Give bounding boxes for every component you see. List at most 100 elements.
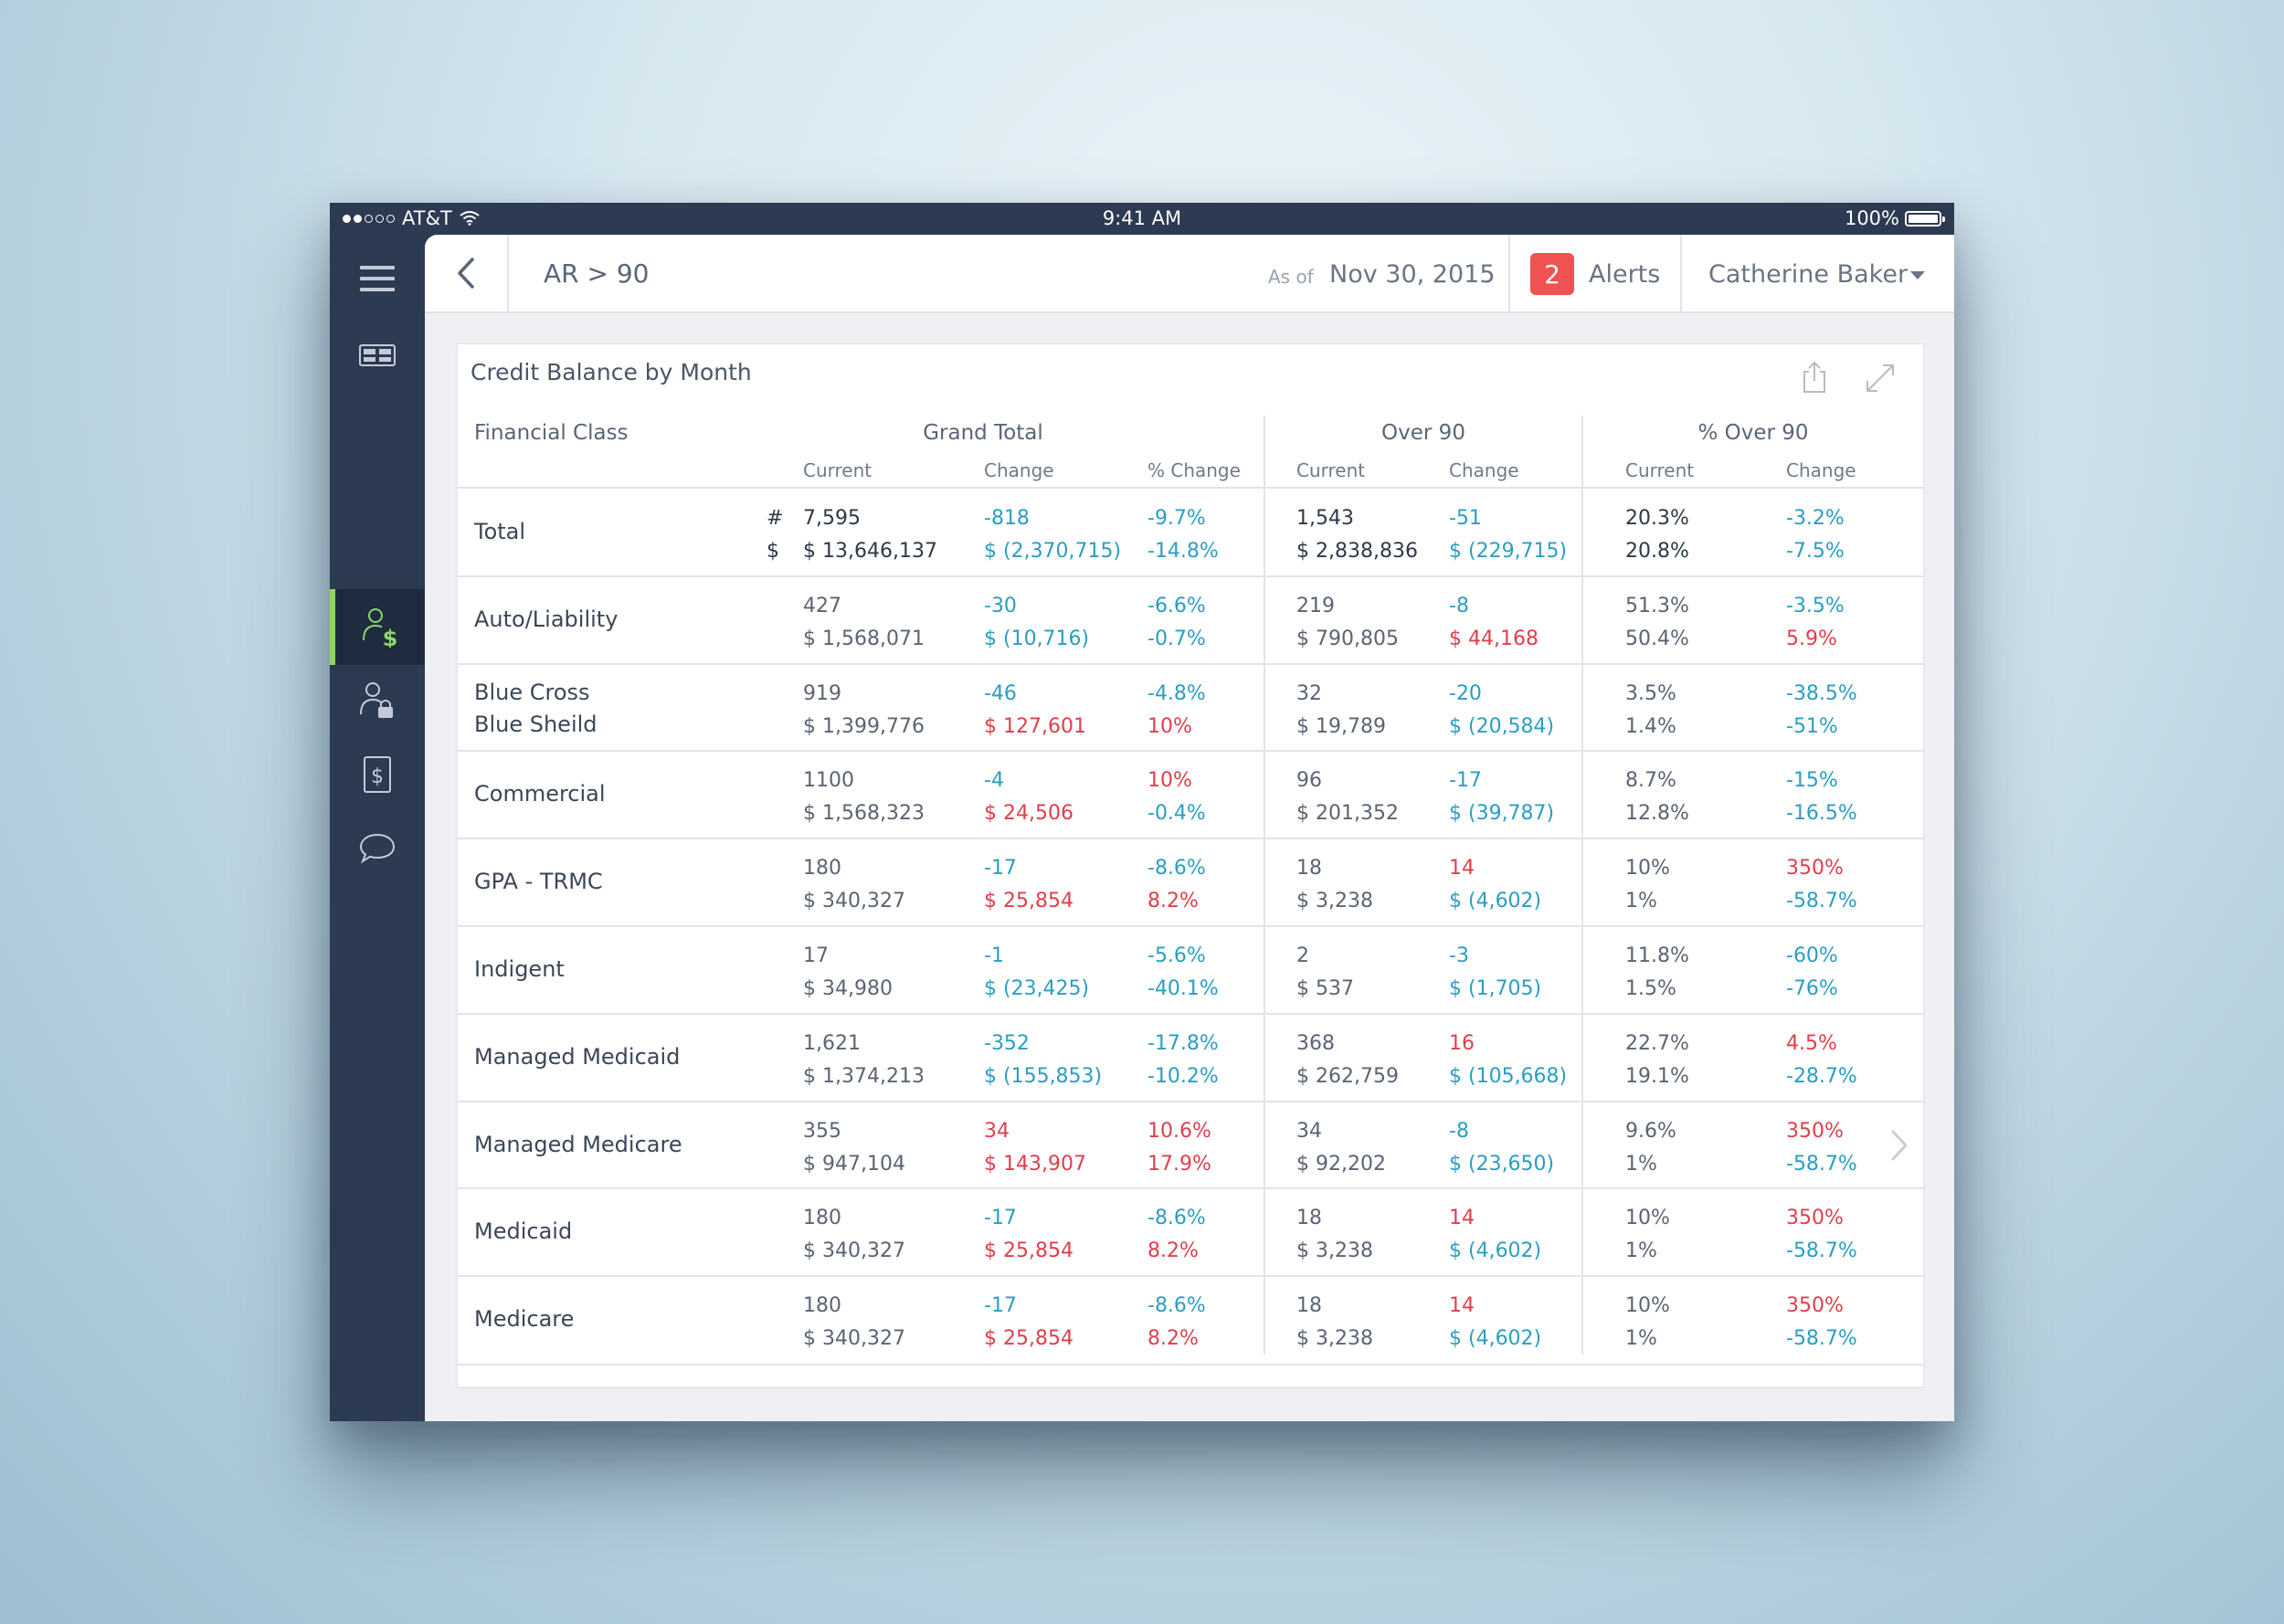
pct-over-90-header: % Over 90 (1697, 421, 1809, 445)
sidebar-item-messages[interactable] (330, 812, 425, 885)
sidebar-item-ar-active[interactable]: $ (330, 589, 425, 665)
row-financial-class: Managed Medicare (474, 1131, 682, 1157)
table-row[interactable]: Blue Cross Blue Sheild 919 $ 1,399,776 -46 $ … (458, 664, 1923, 752)
status-right: 100% (1845, 207, 1945, 229)
cell-gt-current-count: 180 (803, 857, 841, 881)
cell-p-change-count: -3.2% (1786, 507, 1845, 530)
row-divider (458, 925, 1923, 927)
cell-o90-current-amount: $ 92,202 (1296, 1152, 1386, 1176)
cell-p-current-amount: 1% (1625, 890, 1657, 913)
cell-o90-change-amount: $ (4,602) (1449, 1327, 1542, 1351)
alerts-button[interactable]: 2 Alerts (1508, 235, 1682, 311)
cell-gt-pct-amount: 17.9% (1147, 1152, 1211, 1176)
cell-gt-pct-count: -17.8% (1147, 1031, 1219, 1055)
user-dollar-icon: $ (363, 607, 398, 648)
cell-gt-pct-count: -9.7% (1147, 507, 1206, 530)
cell-gt-change-count: -46 (984, 681, 1017, 705)
cell-p-change-amount: -58.7% (1786, 1152, 1857, 1176)
cell-p-change-count: 350% (1786, 1119, 1844, 1143)
page-title: AR > 90 (544, 258, 650, 289)
row-financial-class: Blue Cross Blue Sheild (474, 677, 597, 741)
table-row[interactable]: Indigent 17 $ 34,980 -1 $ (23,425) -5.6% -40.1… (458, 926, 1923, 1014)
cell-gt-pct-count: -6.6% (1147, 594, 1206, 617)
table-row[interactable]: GPA - TRMC 180 $ 340,327 -17 $ 25,854 -8.6% 8.… (458, 838, 1923, 926)
gt-change-subheader: Change (984, 459, 1054, 481)
cell-gt-change-amount: $ 25,854 (984, 1327, 1073, 1351)
cell-gt-current-count: 355 (803, 1119, 841, 1143)
cell-o90-change-count: -51 (1449, 507, 1482, 530)
divider (1264, 416, 1265, 1355)
cell-p-current-count: 10% (1625, 1207, 1670, 1230)
cell-p-current-amount: 20.8% (1625, 540, 1689, 563)
cell-p-change-count: 350% (1786, 857, 1844, 881)
cell-gt-change-count: -818 (984, 507, 1030, 530)
cell-gt-current-count: 1100 (803, 769, 854, 793)
cell-o90-current-amount: $ 201,352 (1296, 802, 1399, 826)
wifi-icon (460, 211, 480, 226)
cell-o90-current-count: 18 (1296, 1294, 1322, 1318)
table-row[interactable]: Auto/Liability 427 $ 1,568,071 -30 $ (10,716… (458, 576, 1923, 664)
row-financial-class: Medicaid (474, 1218, 573, 1245)
cell-o90-current-amount: $ 262,759 (1296, 1064, 1399, 1088)
cell-gt-change-count: -30 (984, 594, 1017, 617)
cell-p-current-count: 20.3% (1625, 507, 1689, 530)
cell-gt-pct-count: -5.6% (1147, 944, 1206, 967)
cell-o90-current-count: 1,543 (1296, 507, 1354, 530)
user-menu[interactable]: Catherine Baker (1708, 260, 1909, 289)
sidebar-item-billing[interactable]: $ (330, 738, 425, 811)
over-90-header: Over 90 (1381, 421, 1465, 445)
cell-p-change-count: -15% (1786, 769, 1838, 793)
cell-gt-current-count: 180 (803, 1294, 841, 1318)
cell-gt-current-amount: $ 13,646,137 (803, 540, 937, 563)
cell-gt-current-amount: $ 947,104 (803, 1152, 905, 1176)
svg-text:$: $ (383, 626, 398, 648)
table-row[interactable]: Commercial 1100 $ 1,568,323 -4 $ 24,506 10% -0… (458, 751, 1923, 838)
cell-gt-current-amount: $ 340,327 (803, 1239, 905, 1263)
row-name-line: Blue Cross (474, 679, 590, 705)
dashboard-icon (359, 344, 396, 366)
cell-o90-change-amount: $ (4,602) (1449, 1239, 1542, 1263)
table-row[interactable]: Total # $7,595 $ 13,646,137 -818 $ (2,370,715… (458, 489, 1923, 576)
row-divider (458, 1100, 1923, 1102)
cell-gt-change-count: -352 (984, 1031, 1030, 1055)
cell-gt-current-amount: $ 34,980 (803, 977, 893, 1000)
cell-p-change-count: 350% (1786, 1207, 1844, 1230)
cell-gt-pct-count: -8.6% (1147, 857, 1206, 881)
o90-current-subheader: Current (1296, 459, 1366, 481)
cell-p-current-count: 8.7% (1625, 769, 1676, 793)
share-icon[interactable] (1801, 361, 1828, 394)
dollar-document-icon: $ (364, 756, 391, 793)
table-row[interactable]: Medicare 180 $ 340,327 -17 $ 25,854 -8.6% 8.2%… (458, 1276, 1923, 1364)
sidebar-item-security[interactable] (330, 664, 425, 737)
cell-o90-current-amount: $ 3,238 (1296, 1327, 1373, 1351)
sidebar: $ (330, 235, 425, 1421)
row-divider (458, 1012, 1923, 1015)
cell-p-current-amount: 1.4% (1625, 714, 1676, 738)
cell-p-change-amount: -76% (1786, 977, 1838, 1000)
table-row[interactable]: Managed Medicaid 1,621 $ 1,374,213 -352 $ (1… (458, 1014, 1923, 1102)
cell-o90-change-count: -20 (1449, 681, 1482, 705)
menu-button[interactable] (330, 242, 425, 315)
cell-gt-current-amount: $ 340,327 (803, 890, 905, 913)
card-title: Credit Balance by Month (471, 359, 752, 385)
cell-p-current-amount: 1.5% (1625, 977, 1676, 1000)
gt-current-subheader: Current (803, 459, 872, 481)
cell-gt-change-count: -4 (984, 769, 1004, 793)
table-row[interactable]: Medicaid 180 $ 340,327 -17 $ 25,854 -8.6% 8.2%… (458, 1188, 1923, 1276)
cell-o90-change-count: -8 (1449, 594, 1469, 617)
chevron-right-icon[interactable] (1890, 1129, 1909, 1165)
cell-gt-pct-amount: -40.1% (1147, 977, 1219, 1000)
as-of-date[interactable]: Nov 30, 2015 (1329, 260, 1496, 289)
cell-gt-pct-count: 10% (1147, 769, 1192, 793)
row-divider (458, 662, 1923, 665)
sidebar-item-dashboard[interactable] (330, 319, 425, 392)
cell-p-change-count: 4.5% (1786, 1031, 1837, 1055)
table-row[interactable]: Managed Medicare 355 $ 947,104 34 $ 143,907 1… (458, 1102, 1923, 1189)
signal-strength-icon (343, 214, 395, 223)
cell-o90-change-count: -3 (1449, 944, 1469, 967)
expand-icon[interactable] (1865, 363, 1896, 394)
row-financial-class: Total (474, 519, 526, 544)
cell-o90-change-amount: $ (4,602) (1449, 890, 1542, 913)
back-button[interactable] (425, 235, 509, 311)
caret-down-icon[interactable] (1910, 271, 1925, 279)
